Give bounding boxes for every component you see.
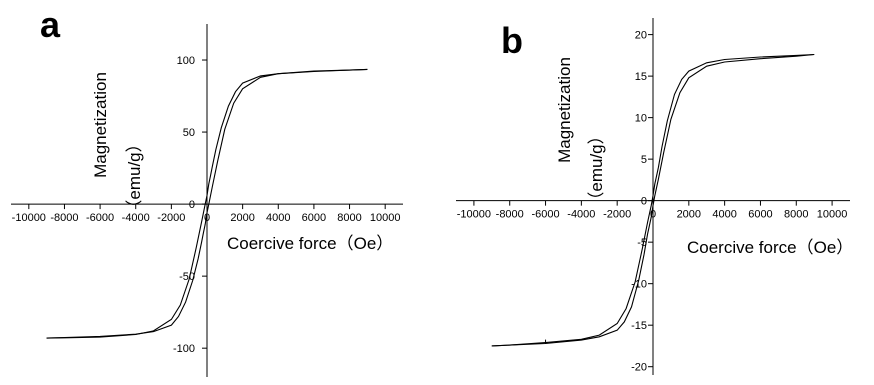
y-tick-label: 0 bbox=[189, 199, 195, 211]
y-axis-unit: （emu/g） bbox=[587, 127, 606, 208]
hysteresis-branch-1 bbox=[491, 53, 815, 347]
x-tick-label: 10000 bbox=[370, 212, 401, 224]
y-tick-label: -50 bbox=[179, 271, 195, 283]
y-tick-label: 15 bbox=[635, 71, 647, 83]
hysteresis-branch-2 bbox=[46, 68, 368, 339]
y-tick-label: 10 bbox=[635, 113, 647, 125]
x-tick-label: 0 bbox=[204, 212, 210, 224]
hysteresis-branch-1 bbox=[46, 68, 368, 339]
x-tick-label: -8000 bbox=[50, 212, 78, 224]
y-tick-label: 50 bbox=[183, 127, 195, 139]
hysteresis-branch-2 bbox=[491, 53, 815, 347]
panel-label: a bbox=[40, 4, 61, 45]
x-tick-label: 8000 bbox=[337, 212, 361, 224]
y-axis-label: Magnetization bbox=[555, 57, 574, 163]
x-tick-label: -10000 bbox=[457, 209, 491, 221]
x-tick-label: -6000 bbox=[531, 209, 559, 221]
y-axis-unit: （emu/g） bbox=[125, 135, 144, 216]
x-tick-label: -2000 bbox=[603, 209, 631, 221]
x-tick-label: 4000 bbox=[266, 212, 290, 224]
x-axis-label: Coercive force（Oe） bbox=[227, 234, 393, 253]
x-tick-label: 2000 bbox=[677, 209, 701, 221]
chart-panel-b: -10000 -8000 -6000 -4000 -2000 0 2000 4000 6000 8… bbox=[456, 18, 853, 375]
y-tick-label: 5 bbox=[641, 154, 647, 166]
x-tick-label: 4000 bbox=[712, 209, 736, 221]
x-tick-label: 10000 bbox=[817, 209, 848, 221]
y-tick-label: -5 bbox=[637, 237, 647, 249]
x-tick-label: 6000 bbox=[302, 212, 326, 224]
y-tick-label: 20 bbox=[635, 30, 647, 42]
y-tick-label: -15 bbox=[631, 320, 647, 332]
y-tick-label: -100 bbox=[173, 343, 195, 355]
x-tick-label: 8000 bbox=[784, 209, 808, 221]
panel-label: b bbox=[501, 20, 523, 61]
x-tick-label: -6000 bbox=[86, 212, 114, 224]
x-tick-label: 0 bbox=[650, 209, 656, 221]
y-axis-label: Magnetization bbox=[91, 72, 110, 178]
y-tick-label: 0 bbox=[641, 196, 647, 208]
x-tick-label: -4000 bbox=[567, 209, 595, 221]
x-tick-label: 6000 bbox=[748, 209, 772, 221]
x-tick-label: -10000 bbox=[12, 212, 46, 224]
chart-panel-a: -10000 -8000 -6000 -4000 -2000 0 2000 4000 6000 8… bbox=[11, 4, 403, 377]
x-tick-label: 2000 bbox=[230, 212, 254, 224]
y-tick-label: 100 bbox=[177, 55, 195, 67]
x-tick-label: -8000 bbox=[496, 209, 524, 221]
x-tick-label: -2000 bbox=[157, 212, 185, 224]
x-tick-label: -4000 bbox=[122, 212, 150, 224]
y-tick-label: -20 bbox=[631, 362, 647, 374]
x-axis-label: Coercive force（Oe） bbox=[687, 238, 853, 257]
